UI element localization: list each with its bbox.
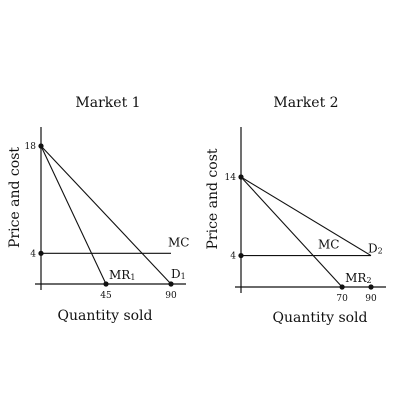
x-tick-label: 90 [365,294,377,304]
series-line-d2 [240,176,372,257]
series-label-subscript: 2 [366,276,371,285]
y-axis-label: Price and cost [7,147,23,248]
series-label-mc: MC [318,238,339,252]
y-tick-point-4 [238,252,244,259]
series-line-d1 [40,145,172,285]
x-tick-label: 90 [165,291,177,301]
y-tick-label: 18 [25,142,37,152]
x-axis-label: Quantity sold [273,310,368,326]
series-label-subscript: 1 [130,273,135,282]
y-tick-label: 14 [225,173,237,183]
series-label-main: MR [109,268,131,282]
series-line-mr2 [240,176,343,288]
x-tick-point-90 [168,281,174,287]
chart-title: Market 2 [273,95,338,111]
series-label-mc: MC [168,235,189,249]
series-label-d1: D1 [171,267,186,281]
series-label-subscript: 1 [181,272,186,281]
series-label-main: D [368,242,378,256]
series-line-mr1 [40,145,107,285]
y-tick-label: 4 [230,252,236,262]
x-tick-label: 45 [100,291,112,301]
x-tick-label: 70 [336,294,348,304]
series-label-subscript: 2 [378,247,383,256]
series-label-main: MC [318,238,339,252]
series-label-d2: D2 [368,242,383,256]
x-axis-label: Quantity sold [58,308,153,324]
series-label-mr2: MR2 [345,271,371,285]
y-tick-label: 4 [30,249,36,259]
market-2-panel: Market 2 Price and cost Quantity sold 14 4 70… [205,95,386,326]
series-label-main: D [171,267,181,281]
series-label-main: MC [168,235,189,249]
chart-title: Market 1 [75,95,140,111]
y-tick-point-14 [238,174,244,180]
x-tick-point-70 [339,284,345,290]
x-tick-point-90 [368,284,374,290]
series-label-main: MR [345,271,367,285]
y-tick-point-4 [38,250,44,256]
x-tick-point-45 [103,281,109,287]
y-tick-point-18 [38,143,44,149]
market-1-panel: Market 1 Price and cost Quantity sold 18 4 45… [7,95,189,324]
y-axis-label: Price and cost [205,148,221,249]
series-label-mr1: MR1 [109,268,135,282]
